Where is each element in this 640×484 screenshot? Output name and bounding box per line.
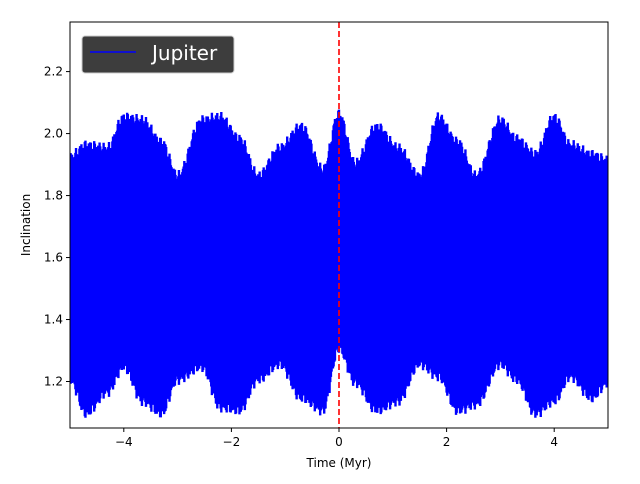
x-axis-label: Time (Myr) [306, 456, 372, 470]
x-tick-label: −4 [115, 435, 133, 449]
y-tick-label: 1.2 [44, 375, 63, 389]
x-tick-label: −2 [223, 435, 241, 449]
legend-label-jupiter: Jupiter [150, 41, 218, 65]
x-tick-label: 0 [335, 435, 343, 449]
y-tick-label: 1.6 [44, 251, 63, 265]
y-tick-label: 1.4 [44, 313, 63, 327]
y-axis-label: Inclination [19, 194, 33, 256]
x-tick-label: 4 [550, 435, 558, 449]
x-tick-label: 2 [443, 435, 451, 449]
legend: Jupiter [81, 35, 235, 74]
series-line-jupiter [70, 109, 608, 418]
y-tick-label: 1.8 [44, 189, 63, 203]
plot-layer [70, 22, 608, 428]
axis-layer: −4 −2 0 2 4 1.2 1.4 1.6 1.8 2.0 2.2 [44, 65, 558, 449]
y-tick-label: 2.0 [44, 127, 63, 141]
legend-box [81, 35, 235, 74]
y-tick-label: 2.2 [44, 65, 63, 79]
